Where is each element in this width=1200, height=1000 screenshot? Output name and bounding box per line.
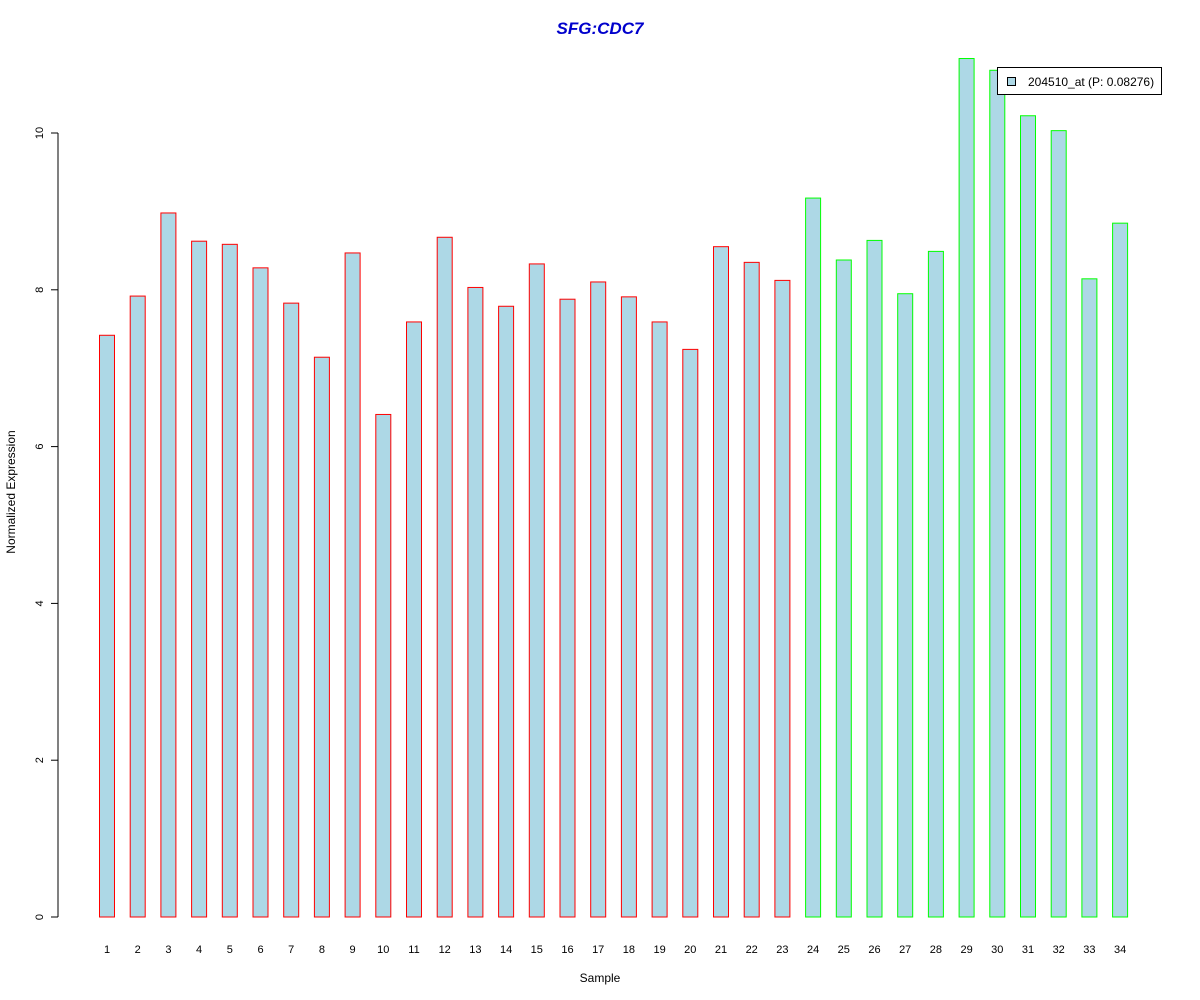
x-tick-label: 22 (746, 944, 758, 956)
x-tick-label: 25 (838, 944, 850, 956)
y-tick-label: 8 (34, 287, 46, 293)
x-tick-label: 16 (561, 944, 573, 956)
x-tick-label: 10 (377, 944, 389, 956)
x-tick-label: 2 (135, 944, 141, 956)
y-tick-label: 0 (34, 914, 46, 920)
bar (1050, 130, 1067, 918)
legend: 204510_at (P: 0.08276) (997, 67, 1162, 95)
y-tick-label: 4 (34, 600, 46, 606)
bar (958, 58, 975, 918)
x-tick-label: 26 (868, 944, 880, 956)
bar (1020, 115, 1036, 918)
x-tick-label: 17 (592, 944, 604, 956)
x-tick-label: 5 (227, 944, 233, 956)
legend-swatch (1007, 77, 1016, 86)
x-tick-label: 6 (257, 944, 263, 956)
bar (528, 263, 545, 918)
x-tick-label: 13 (469, 944, 481, 956)
x-tick-label: 15 (531, 944, 543, 956)
x-tick-label: 7 (288, 944, 294, 956)
bar (467, 286, 484, 918)
x-tick-label: 4 (196, 944, 202, 956)
y-tick-label: 2 (34, 757, 46, 763)
x-tick-label: 11 (408, 944, 419, 956)
bar (927, 250, 944, 918)
x-tick-label: 12 (439, 944, 451, 956)
x-tick-label: 23 (776, 944, 788, 956)
x-tick-label: 34 (1114, 944, 1126, 956)
bar (866, 239, 883, 918)
bar (498, 305, 515, 918)
bar (283, 302, 300, 918)
x-tick-label: 18 (623, 944, 635, 956)
bar (406, 321, 422, 918)
x-tick-label: 21 (715, 944, 727, 956)
bar (313, 356, 330, 918)
bar (682, 348, 699, 918)
bar (774, 279, 791, 918)
x-tick-label: 30 (991, 944, 1003, 956)
bar (713, 246, 729, 918)
bar (252, 267, 269, 918)
x-tick-label: 1 (104, 944, 110, 956)
bar (620, 296, 637, 918)
bar (897, 293, 914, 918)
bar (344, 252, 361, 918)
bar (160, 212, 177, 918)
bar (743, 261, 760, 918)
x-tick-label: 28 (930, 944, 942, 956)
bar (375, 413, 392, 918)
x-tick-label: 29 (960, 944, 972, 956)
y-tick-label: 6 (34, 444, 46, 450)
bar (805, 197, 822, 918)
bar (989, 69, 1006, 918)
x-tick-label: 24 (807, 944, 819, 956)
x-tick-label: 33 (1083, 944, 1095, 956)
bar (1112, 222, 1129, 918)
x-tick-label: 3 (165, 944, 171, 956)
x-tick-label: 8 (319, 944, 325, 956)
x-tick-label: 31 (1022, 944, 1034, 956)
y-tick-label: 10 (34, 127, 46, 139)
x-tick-label: 20 (684, 944, 696, 956)
x-tick-label: 14 (500, 944, 512, 956)
chart-title: SFG:CDC7 (556, 19, 644, 38)
x-tick-label: 32 (1053, 944, 1065, 956)
x-tick-label: 19 (653, 944, 665, 956)
bar (651, 321, 668, 918)
bar (1081, 278, 1098, 918)
bar (436, 236, 453, 918)
bar (191, 240, 208, 918)
x-axis-label: Sample (579, 971, 621, 985)
bar (590, 281, 607, 918)
x-tick-label: 9 (350, 944, 356, 956)
y-axis-label: Normalized Expression (4, 430, 18, 554)
x-tick-label: 27 (899, 944, 911, 956)
bar (129, 295, 146, 918)
bar (835, 259, 852, 918)
bar (559, 298, 576, 918)
bar (221, 243, 238, 918)
bar (99, 334, 115, 918)
legend-label: 204510_at (P: 0.08276) (1028, 75, 1155, 89)
